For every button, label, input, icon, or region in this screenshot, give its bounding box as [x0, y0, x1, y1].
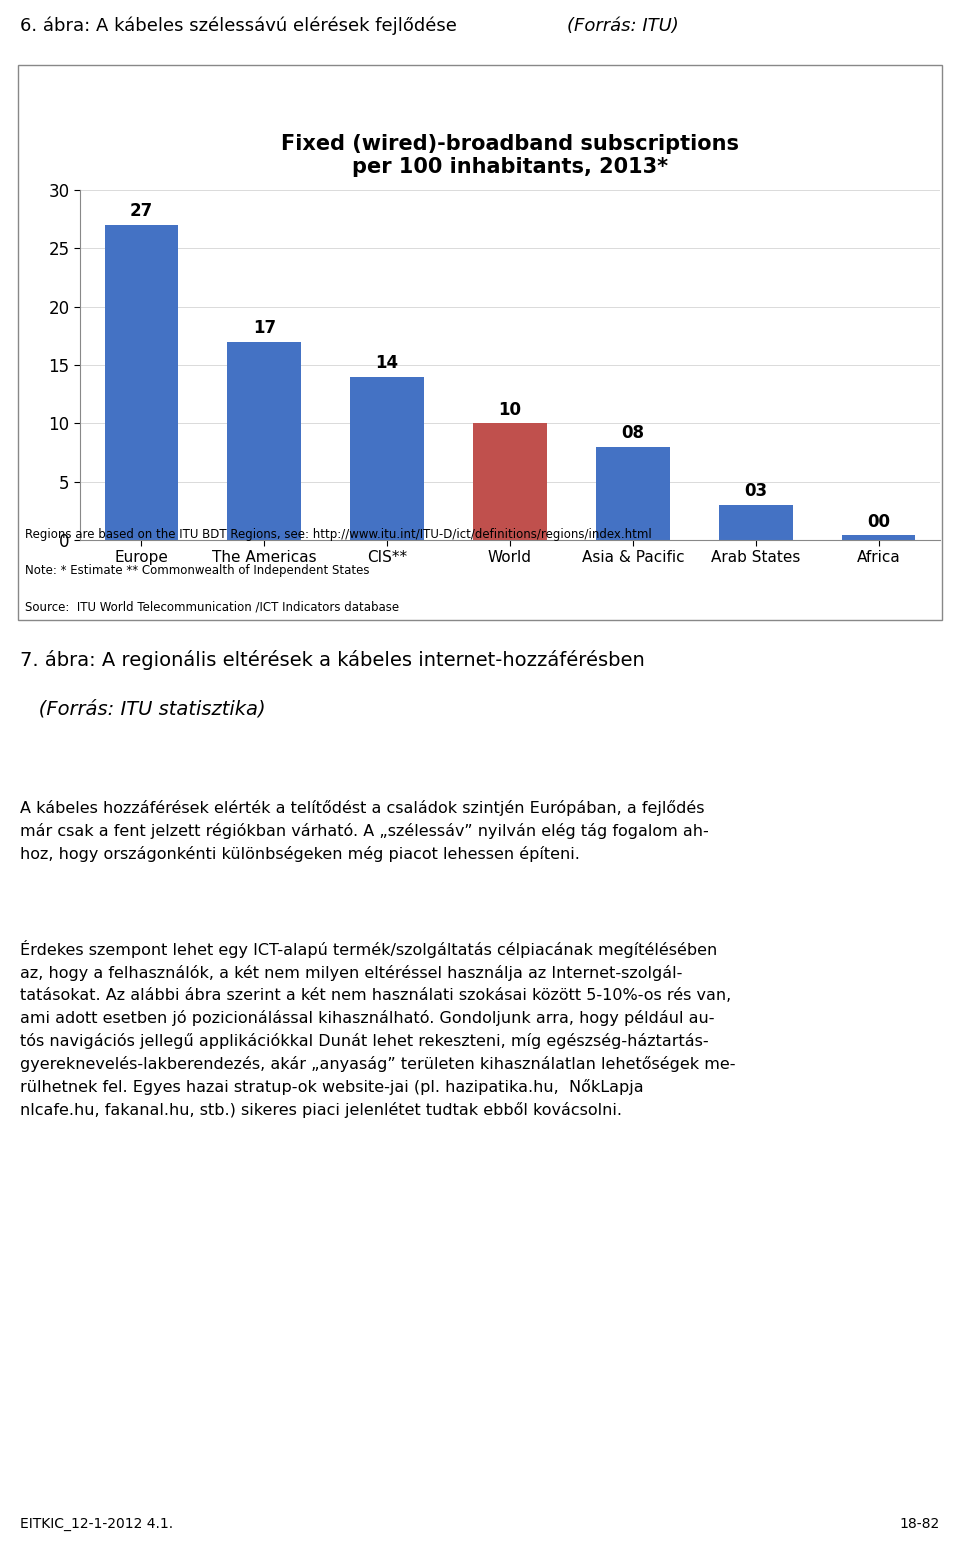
Text: 17: 17	[252, 319, 276, 337]
Bar	[596, 447, 670, 540]
Text: Note: * Estimate ** Commonwealth of Independent States: Note: * Estimate ** Commonwealth of Inde…	[25, 565, 370, 577]
Title: Fixed (wired)-broadband subscriptions
per 100 inhabitants, 2013*: Fixed (wired)-broadband subscriptions pe…	[281, 135, 739, 178]
Bar	[228, 342, 301, 540]
Text: 18-82: 18-82	[900, 1518, 940, 1532]
Text: 14: 14	[375, 354, 398, 371]
Text: A kábeles hozzáférések elérték a telítődést a családok szintjén Európában, a fej: A kábeles hozzáférések elérték a telítőd…	[20, 800, 708, 862]
Bar	[105, 224, 179, 540]
Bar	[350, 376, 424, 540]
Text: (Forrás: ITU): (Forrás: ITU)	[567, 17, 679, 36]
Bar	[473, 424, 547, 540]
Text: 6. ábra: A kábeles szélessávú elérések fejlődése: 6. ábra: A kábeles szélessávú elérések f…	[20, 17, 468, 36]
Bar	[719, 504, 793, 540]
Text: Source:  ITU World Telecommunication /ICT Indicators database: Source: ITU World Telecommunication /ICT…	[25, 600, 399, 613]
Text: 08: 08	[621, 424, 644, 442]
Text: EITKIC_12-1-2012 4.1.: EITKIC_12-1-2012 4.1.	[20, 1518, 173, 1532]
Text: 00: 00	[867, 512, 890, 531]
Text: 03: 03	[744, 483, 767, 500]
Text: 7. ábra: A regionális eltérések a kábeles internet-hozzáférésben: 7. ábra: A regionális eltérések a kábele…	[20, 650, 645, 670]
Text: 10: 10	[498, 401, 521, 419]
Text: Érdekes szempont lehet egy ICT-alapú termék/szolgáltatás célpiacának megítéléséb: Érdekes szempont lehet egy ICT-alapú ter…	[20, 941, 735, 1118]
Text: 27: 27	[130, 203, 153, 220]
Text: (Forrás: ITU statisztika): (Forrás: ITU statisztika)	[20, 699, 266, 718]
Text: Regions are based on the ITU BDT Regions, see: http://www.itu.int/ITU-D/ict/defi: Regions are based on the ITU BDT Regions…	[25, 528, 652, 541]
Bar	[842, 535, 916, 540]
